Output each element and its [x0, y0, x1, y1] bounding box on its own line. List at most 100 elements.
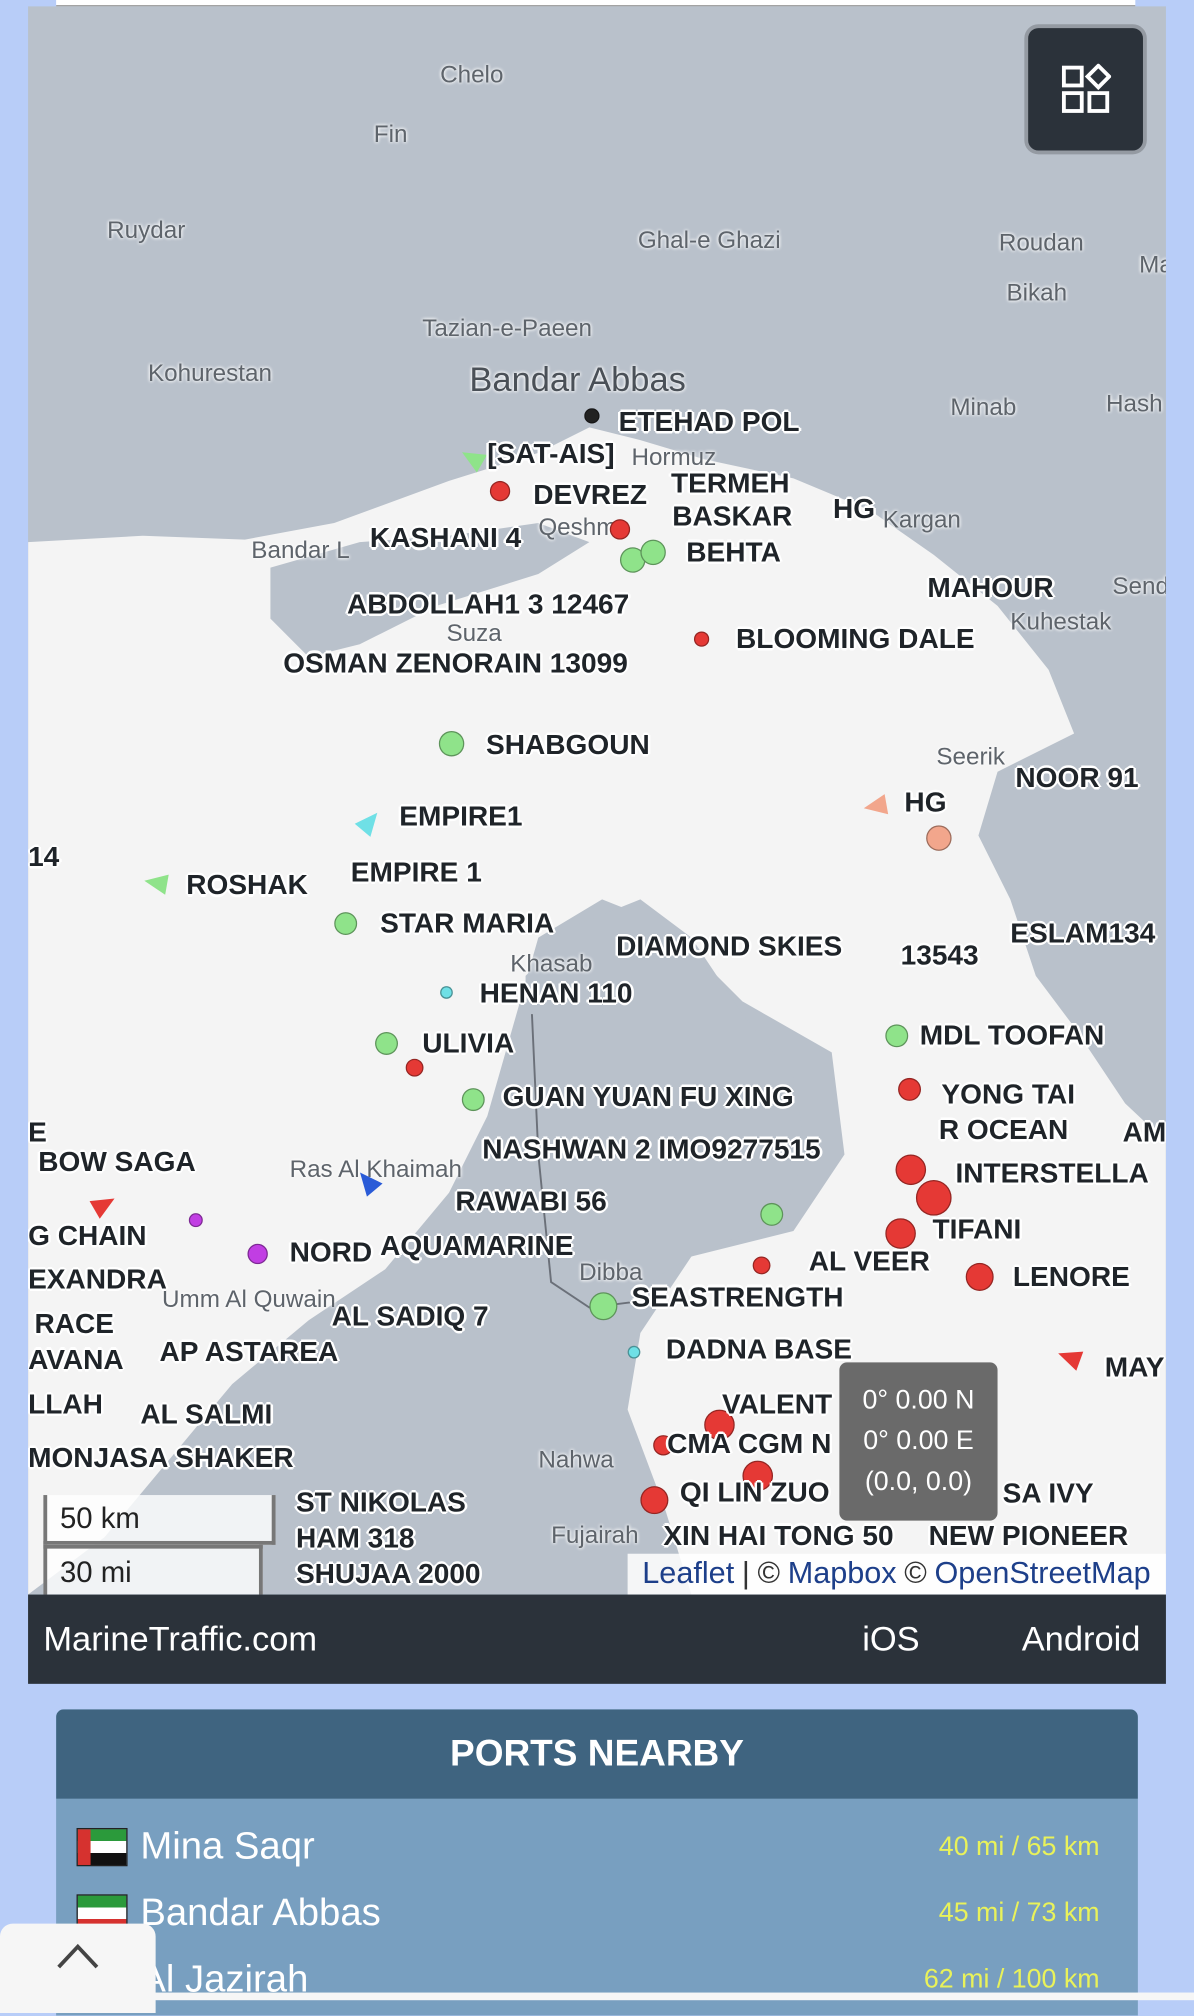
vessel-label[interactable]: BASKAR [672, 500, 793, 532]
vessel-label[interactable]: RACE [34, 1307, 114, 1340]
vessel-label[interactable]: LLAH [28, 1387, 103, 1420]
vessel-label[interactable]: E [28, 1116, 47, 1149]
vessel-label[interactable]: HAM 318 [295, 1521, 415, 1554]
scroll-up-button[interactable] [0, 1923, 156, 2013]
vessel-marker-unknown[interactable] [926, 825, 952, 851]
vessel-marker-tanker[interactable] [915, 1179, 952, 1216]
vessel-label[interactable]: NEW PIONEER [928, 1519, 1129, 1552]
vessel-label[interactable]: BOW SAGA [38, 1145, 196, 1178]
vessel-label[interactable]: DEVREZ [533, 478, 648, 511]
vessel-label[interactable]: [SAT-AIS] [487, 437, 615, 470]
ios-link[interactable]: iOS [862, 1619, 920, 1658]
vessel-label[interactable]: MAY [1104, 1350, 1165, 1383]
vessel-label[interactable]: AP ASTAREA [159, 1335, 339, 1368]
vessel-marker-tanker[interactable] [640, 1486, 669, 1515]
vessel-label[interactable]: ETEHAD POL [618, 405, 800, 438]
vessel-label[interactable]: SHABGOUN [486, 728, 650, 761]
brand-link[interactable]: MarineTraffic.com [43, 1619, 318, 1658]
vessel-marker-cargo[interactable] [760, 1202, 784, 1226]
vessel-label[interactable]: EXANDRA [28, 1262, 167, 1295]
vessel-label[interactable]: NORD [289, 1236, 373, 1268]
vessel-marker-tanker[interactable] [898, 1077, 922, 1101]
vessel-marker-tanker[interactable] [704, 1409, 735, 1441]
vessel-label[interactable]: STAR MARIA [380, 906, 555, 939]
vessel-marker-cargo[interactable] [375, 1031, 398, 1055]
vessel-label[interactable]: ABDOLLAH1 3 12467 [346, 588, 630, 620]
vessel-label[interactable]: SA IVY [1002, 1477, 1094, 1510]
vessel-label[interactable]: MONJASA SHAKER [28, 1441, 294, 1474]
port-name[interactable]: Mina Saqr [140, 1825, 315, 1868]
vessel-label[interactable]: MAHOUR [927, 571, 1054, 604]
vessel-label[interactable]: AVANA [28, 1343, 124, 1376]
vessel-marker-cargo[interactable] [142, 870, 169, 895]
vessel-label[interactable]: BLOOMING DALE [736, 622, 975, 655]
android-link[interactable]: Android [1021, 1619, 1141, 1658]
vessel-marker-tanker[interactable] [752, 1256, 771, 1275]
vessel-marker-tanker[interactable] [693, 631, 710, 647]
vessel-label[interactable]: KASHANI 4 [369, 521, 522, 554]
vessel-label[interactable]: RAWABI 56 [455, 1185, 607, 1217]
vessel-marker-tanker[interactable] [653, 1435, 674, 1456]
vessel-label[interactable]: YONG TAI [941, 1077, 1076, 1110]
vessel-label[interactable]: DADNA BASE [665, 1333, 852, 1365]
port-row[interactable]: Bandar Abbas 45 mi / 73 km [76, 1888, 1100, 1939]
vessel-map[interactable]: Chelo Fin Ruydar Ghal-e Ghazi Roudan Bik… [28, 6, 1166, 1595]
port-name[interactable]: Bandar Abbas [140, 1891, 381, 1934]
vessel-label[interactable]: HG [832, 492, 876, 525]
vessel-label[interactable]: XIN HAI TONG 50 [663, 1519, 894, 1552]
vessel-label[interactable]: VALENT [722, 1387, 833, 1420]
vessel-marker-cargo[interactable] [885, 1024, 909, 1048]
vessel-label[interactable]: NASHWAN 2 IMO9277515 [482, 1132, 821, 1165]
vessel-marker-tanker[interactable] [742, 1460, 774, 1492]
vessel-label[interactable]: MDL TOOFAN [919, 1019, 1105, 1052]
vessel-label[interactable]: LENORE [1012, 1260, 1130, 1293]
vessel-label[interactable]: AL VEER [808, 1245, 930, 1277]
vessel-label[interactable]: ROSHAK [186, 868, 308, 901]
vessel-label[interactable]: INTERSTELLA [955, 1157, 1149, 1189]
vessel-label[interactable]: EMPIRE 1 [350, 855, 482, 888]
vessel-marker-pleasure[interactable] [188, 1213, 203, 1228]
vessel-marker-cargo[interactable] [461, 1088, 485, 1112]
vessel-label[interactable]: R OCEAN [938, 1113, 1069, 1146]
vessel-marker-cargo[interactable] [640, 539, 666, 566]
vessel-marker-tanker[interactable] [405, 1058, 424, 1077]
mapbox-link[interactable]: Mapbox [787, 1556, 897, 1591]
vessel-label[interactable]: GUAN YUAN FU XING [502, 1080, 794, 1113]
vessel-marker-tug[interactable] [627, 1345, 641, 1359]
vessel-label[interactable]: ULIVIA [422, 1026, 515, 1059]
vessel-label[interactable]: CMA CGM N [667, 1427, 832, 1460]
vessel-label[interactable]: EMPIRE1 [399, 799, 523, 832]
vessel-marker-tanker[interactable] [609, 519, 631, 540]
vessel-marker-cargo[interactable] [438, 730, 465, 757]
vessel-label[interactable]: HG [904, 785, 947, 818]
vessel-label[interactable]: G CHAIN [28, 1219, 147, 1252]
vessel-label[interactable]: SHUJAA 2000 [295, 1557, 481, 1590]
vessel-label[interactable]: TERMEH [670, 466, 790, 499]
port-marker[interactable] [584, 408, 600, 424]
vessel-label[interactable]: QI LIN ZUO [679, 1475, 830, 1508]
vessel-marker-pleasure[interactable] [247, 1243, 268, 1265]
leaflet-link[interactable]: Leaflet [642, 1556, 735, 1591]
vessel-marker-unknown[interactable] [862, 794, 889, 819]
vessel-marker-tanker[interactable] [885, 1218, 916, 1249]
vessel-marker-cargo[interactable] [589, 1292, 618, 1321]
vessel-label[interactable]: AM [1122, 1116, 1166, 1149]
vessel-label[interactable]: AL SADIQ 7 [331, 1299, 489, 1332]
vessel-marker-tug[interactable] [440, 986, 453, 999]
vessel-label[interactable]: NOOR 91 [1015, 761, 1139, 794]
vessel-marker-tanker[interactable] [489, 480, 511, 502]
vessel-label[interactable]: AQUAMARINE [380, 1229, 574, 1262]
vessel-marker-cargo[interactable] [334, 912, 358, 936]
vessel-label[interactable]: AL SALMI [140, 1398, 273, 1430]
vessel-label[interactable]: ST NIKOLAS [295, 1486, 466, 1519]
vessel-label[interactable]: 14 [28, 840, 60, 873]
vessel-marker-tanker[interactable] [895, 1154, 927, 1186]
openstreetmap-link[interactable]: OpenStreetMap [934, 1556, 1151, 1591]
vessel-label[interactable]: TIFANI [932, 1213, 1022, 1246]
vessel-label[interactable]: 13543 [900, 938, 979, 971]
vessel-label[interactable]: HENAN 110 [479, 977, 633, 1010]
vessel-label[interactable]: OSMAN ZENORAIN 13099 [283, 646, 628, 679]
vessel-marker-tanker[interactable] [965, 1262, 994, 1291]
layers-button[interactable] [1028, 28, 1143, 151]
vessel-label[interactable]: ESLAM134 [1010, 917, 1156, 950]
